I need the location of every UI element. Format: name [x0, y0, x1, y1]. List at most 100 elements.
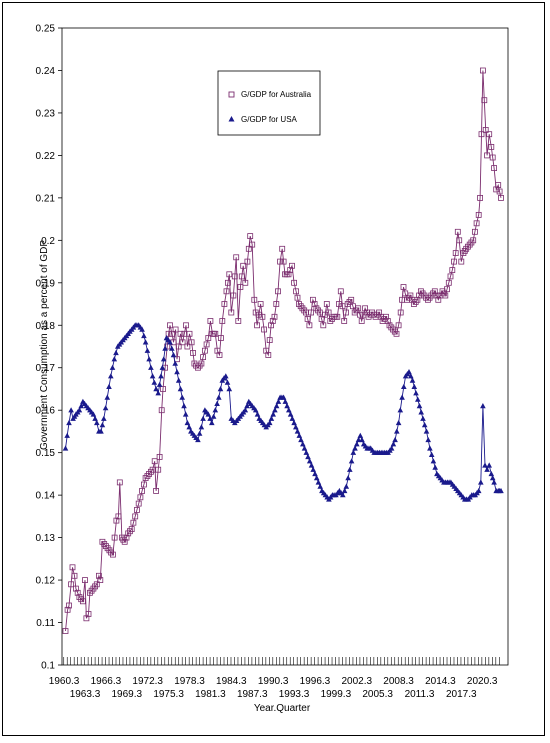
y-tick-label: 0.1 — [41, 661, 55, 672]
x-tick-label: 2002.3 — [341, 676, 372, 687]
data-point — [425, 436, 431, 443]
data-point — [481, 97, 488, 104]
data-point — [216, 394, 222, 400]
data-point — [113, 349, 119, 356]
data-point — [394, 428, 400, 434]
data-point — [78, 403, 84, 409]
data-point — [431, 288, 438, 295]
data-point — [289, 262, 295, 269]
data-point — [135, 500, 142, 507]
data-point — [325, 309, 332, 316]
data-point — [87, 589, 93, 596]
data-point — [266, 419, 273, 426]
legend-label-usa: G/GDP for USA — [241, 115, 298, 124]
data-point — [433, 292, 440, 299]
legend-marker-australia — [228, 91, 235, 98]
data-point — [304, 315, 311, 322]
data-point — [172, 360, 178, 366]
x-tick-label: 1966.3 — [91, 676, 122, 687]
data-point — [355, 305, 362, 312]
data-point — [64, 432, 70, 438]
y-tick-label: 0.25 — [36, 24, 56, 35]
data-point — [254, 322, 261, 329]
data-point — [428, 451, 435, 457]
data-point — [207, 415, 213, 421]
data-point — [96, 572, 102, 579]
data-point — [427, 445, 433, 451]
data-point — [78, 596, 85, 603]
data-point — [155, 466, 162, 473]
data-point — [66, 602, 72, 609]
data-point — [393, 330, 400, 337]
y-tick-label: 0.21 — [36, 193, 56, 204]
data-point — [263, 347, 270, 354]
data-point — [167, 322, 173, 329]
y-tick-label: 0.15 — [36, 448, 56, 459]
data-point — [62, 628, 69, 634]
data-point — [249, 241, 256, 248]
data-point — [160, 356, 167, 362]
data-point — [98, 428, 104, 434]
data-point — [406, 369, 412, 375]
data-point — [224, 279, 231, 286]
data-point — [477, 194, 484, 201]
data-point — [235, 318, 242, 324]
data-point — [478, 479, 484, 485]
data-point — [400, 284, 407, 290]
data-point — [308, 309, 315, 316]
data-point — [144, 347, 151, 353]
data-point — [155, 390, 161, 396]
data-point — [102, 405, 109, 411]
data-point — [323, 301, 330, 307]
legend: G/GDP for Australia G/GDP for USA — [217, 70, 321, 136]
data-point — [408, 373, 414, 379]
y-axis: 0.1 0.11 0.12 0.13 0.14 0.15 0.16 0.17 0.18 0.19 0… — [36, 24, 62, 672]
data-point — [209, 419, 215, 426]
data-point — [165, 330, 172, 337]
x-tick-label: 1984.3 — [216, 676, 247, 687]
data-point — [308, 462, 315, 468]
data-point — [188, 339, 195, 346]
data-point — [341, 487, 348, 494]
data-point — [177, 386, 184, 392]
x-tick-label: 1996.3 — [300, 676, 331, 687]
data-point — [482, 462, 488, 468]
data-point — [297, 303, 304, 310]
data-point — [447, 273, 454, 280]
data-point — [451, 258, 457, 265]
x-tick-label: 1975.3 — [153, 689, 184, 700]
data-point — [170, 352, 177, 358]
data-point — [420, 415, 426, 421]
data-point — [113, 517, 120, 524]
data-point — [198, 360, 205, 367]
data-point — [423, 428, 430, 434]
data-point — [489, 154, 496, 161]
data-point — [418, 409, 424, 415]
data-point — [137, 494, 144, 501]
data-point — [237, 284, 244, 290]
data-point — [401, 383, 407, 389]
data-point — [305, 453, 311, 460]
data-point — [432, 464, 438, 470]
data-point — [147, 468, 154, 475]
legend-box — [217, 70, 321, 136]
data-point — [116, 479, 123, 486]
data-point — [341, 318, 348, 324]
data-point — [473, 220, 480, 227]
data-point — [355, 436, 362, 443]
data-point — [111, 356, 118, 362]
data-point — [90, 411, 97, 417]
data-point — [286, 407, 292, 413]
data-point — [177, 330, 184, 337]
data-point — [186, 330, 193, 337]
y-tick-label: 0.18 — [36, 321, 56, 332]
y-axis-title: Government Consumption as a percent of G… — [39, 240, 50, 450]
data-point — [74, 589, 81, 596]
data-point — [62, 445, 69, 451]
data-point — [169, 330, 176, 337]
data-point — [158, 373, 164, 379]
data-point — [269, 318, 276, 324]
data-point — [356, 311, 363, 318]
data-point — [149, 466, 156, 473]
data-point — [397, 309, 404, 316]
